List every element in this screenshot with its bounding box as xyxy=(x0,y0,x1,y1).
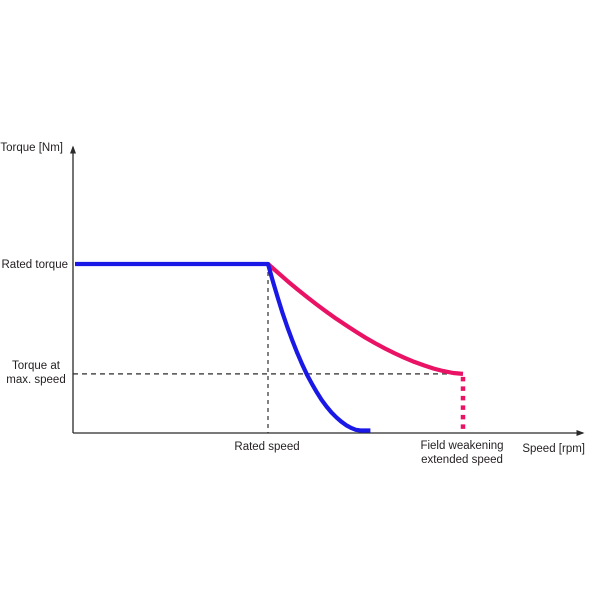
x-axis-label: Speed [rpm] xyxy=(522,443,585,455)
extended-speed-line1: Field weakening xyxy=(420,440,504,452)
extended-speed-line2: extended speed xyxy=(421,454,503,466)
torque-at-max-speed-line1: Torque at xyxy=(12,360,60,372)
torque-at-max-speed-line2: max. speed xyxy=(6,374,66,386)
rated-speed-annotation: Rated speed xyxy=(234,441,300,453)
torque-at-max-speed-annotation: Torque at max. speed xyxy=(0,359,72,387)
blue-curve xyxy=(75,261,371,433)
y-axis-label: Torque [Nm] xyxy=(0,142,63,154)
rated-torque-annotation: Rated torque xyxy=(1,259,69,271)
extended-speed-annotation: Field weakening extended speed xyxy=(392,439,532,467)
pink-curve xyxy=(266,262,464,376)
